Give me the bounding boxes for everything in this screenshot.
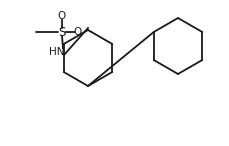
Text: HN: HN — [49, 47, 65, 57]
Text: S: S — [58, 26, 66, 39]
Text: O: O — [74, 27, 82, 37]
Text: O: O — [58, 11, 66, 21]
